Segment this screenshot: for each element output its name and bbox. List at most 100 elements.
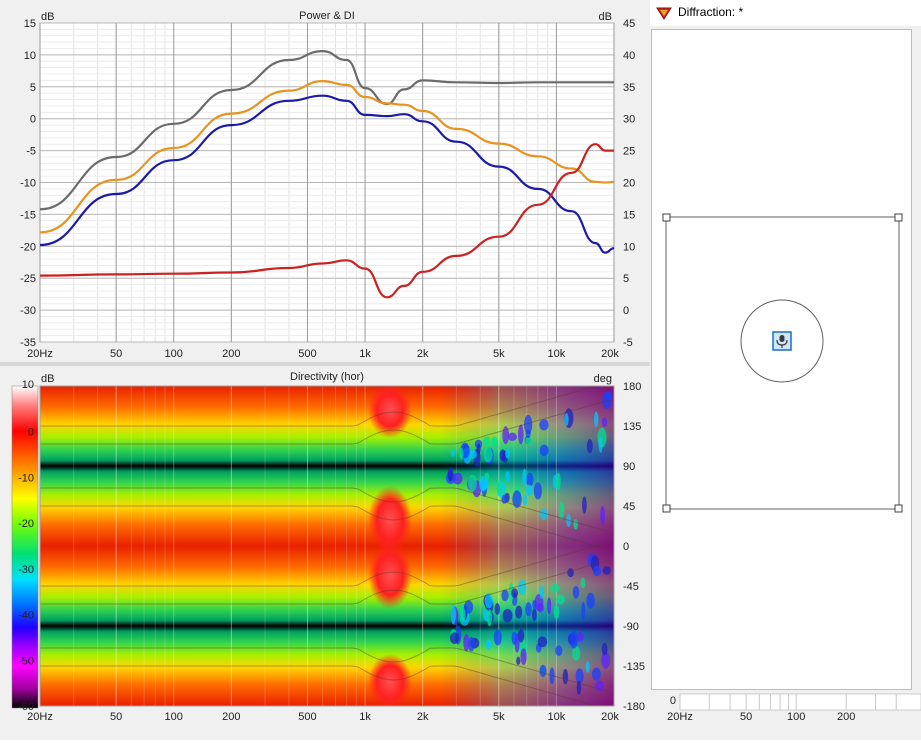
directivity-x-tick: 5k [493,711,505,723]
power-di-x-tick: 20k [601,348,619,360]
diffraction-scrollbar[interactable] [913,29,921,688]
power-di-series-2 [40,94,614,254]
diffraction-window: Diffraction: * 0 20Hz 50 100 200 [650,0,921,740]
power-di-right-tick: 10 [623,241,635,253]
directivity-x-tick: 2k [417,711,429,723]
power-di-series-3 [40,143,614,299]
power-di-left-ticks: 15 10 5 0 -5 -10 -15 -20 -25 -30 -35 [20,18,36,349]
power-di-right-tick: 15 [623,209,635,221]
power-di-right-tick: 45 [623,18,635,30]
baffle-handle-bottom-right[interactable] [894,504,903,513]
directivity-x-tick: 1k [359,711,371,723]
power-di-x-tick: 20Hz [27,348,53,360]
power-di-x-tick: 100 [165,348,183,360]
diffraction-window-title: Diffraction: * [678,5,744,19]
baffle-svg [662,213,903,513]
power-di-left-tick: 10 [24,50,36,62]
directivity-x-tick: 500 [298,711,316,723]
directivity-x-tick: 10k [548,711,566,723]
power-di-left-tick: -30 [20,305,36,317]
directivity-x-tick: 100 [165,711,183,723]
directivity-plot-frame [39,385,615,707]
directivity-left-unit: dB [41,373,54,385]
power-di-right-tick: 0 [623,305,629,317]
power-di-left-tick: -10 [20,178,36,190]
directivity-heatmap [40,386,614,706]
directivity-color-tick: 0 [28,427,34,439]
power-di-right-tick: 25 [623,146,635,158]
power-di-right-ticks: 45 40 35 30 25 20 15 10 5 0 -5 [623,18,635,349]
baffle-rectangle[interactable] [665,216,900,510]
power-di-right-tick: 35 [623,82,635,94]
power-di-right-unit: dB [599,11,612,23]
directivity-color-tick: -40 [18,610,34,622]
directivity-deg-tick: 90 [623,461,635,473]
power-di-left-tick: 5 [30,82,36,94]
directivity-deg-tick: 0 [623,541,629,553]
directivity-deg-ticks: 180 135 90 45 0 -45 -90 -135 -180 [623,381,645,713]
directivity-deg-tick: 135 [623,421,641,433]
directivity-deg-tick: -180 [623,701,645,713]
power-di-x-tick: 50 [110,348,122,360]
baffle-handle-bottom-left[interactable] [662,504,671,513]
power-di-title: Power & DI [299,10,355,22]
directivity-x-tick: 50 [110,711,122,723]
directivity-x-tick: 20k [601,711,619,723]
driver-circle[interactable] [740,299,824,383]
directivity-x-ticks: 20Hz 50 100 200 500 1k 2k 5k 10k 20k [27,711,619,723]
directivity-color-ticks: 10 0 -10 -20 -30 -40 -50 -60 [18,379,34,713]
diffraction-axis-zero: 0 [670,695,676,707]
diffraction-x-tick: 100 [787,711,805,723]
directivity-title: Directivity (hor) [290,371,364,383]
power-di-x-tick: 10k [548,348,566,360]
power-di-left-unit: dB [41,11,54,23]
microphone-icon[interactable] [772,331,792,351]
directivity-right-unit: deg [594,373,612,385]
directivity-color-scale [11,385,39,709]
power-di-left-tick: -20 [20,241,36,253]
directivity-deg-tick: 180 [623,381,641,393]
diffraction-x-tick: 50 [740,711,752,723]
diffraction-app-icon [656,7,672,20]
directivity-color-tick: -30 [18,564,34,576]
baffle-handle-top-right[interactable] [894,213,903,222]
power-di-x-tick: 2k [417,348,429,360]
diffraction-x-tick: 20Hz [667,711,693,723]
power-di-x-ticks: 20Hz 50 100 200 500 1k 2k 5k 10k 20k [27,348,619,360]
power-di-left-tick: -25 [20,273,36,285]
directivity-deg-tick: -45 [623,581,639,593]
directivity-color-tick: -50 [18,655,34,667]
power-di-left-tick: 0 [30,114,36,126]
power-di-right-tick: 30 [623,114,635,126]
diffraction-x-tick: 200 [837,711,855,723]
power-di-left-tick: 15 [24,18,36,30]
directivity-color-tick: -10 [18,472,34,484]
power-di-x-tick: 5k [493,348,505,360]
power-di-left-tick: -15 [20,209,36,221]
power-di-grid [39,22,615,343]
chart-splitter[interactable] [0,362,650,366]
power-di-right-tick: 40 [623,50,635,62]
power-di-right-tick: 20 [623,178,635,190]
charts-panel: Power & DI dB dB 15 10 5 0 -5 -10 -15 -20 -25 -30… [0,0,650,740]
directivity-color-tick: 10 [22,379,34,391]
power-di-right-tick: -5 [623,337,633,349]
power-di-curves [40,50,614,299]
diffraction-titlebar[interactable]: Diffraction: * [650,0,921,26]
power-di-left-tick: -35 [20,337,36,349]
diffraction-response-axis: 0 20Hz 50 100 200 [650,690,921,740]
power-di-series-1 [40,80,614,234]
directivity-deg-tick: -90 [623,621,639,633]
directivity-deg-tick: 45 [623,501,635,513]
directivity-x-tick: 200 [222,711,240,723]
power-di-x-tick: 200 [222,348,240,360]
power-di-x-tick: 1k [359,348,371,360]
directivity-color-tick: -60 [18,701,34,713]
power-di-x-tick: 500 [298,348,316,360]
directivity-x-tick: 20Hz [27,711,53,723]
directivity-color-tick: -20 [18,518,34,530]
baffle-handle-top-left[interactable] [662,213,671,222]
baffle-canvas[interactable] [651,29,912,690]
power-di-left-tick: -5 [26,146,36,158]
charts-svg: Power & DI dB dB 151050-5-10-15-20-25-30… [0,10,650,723]
